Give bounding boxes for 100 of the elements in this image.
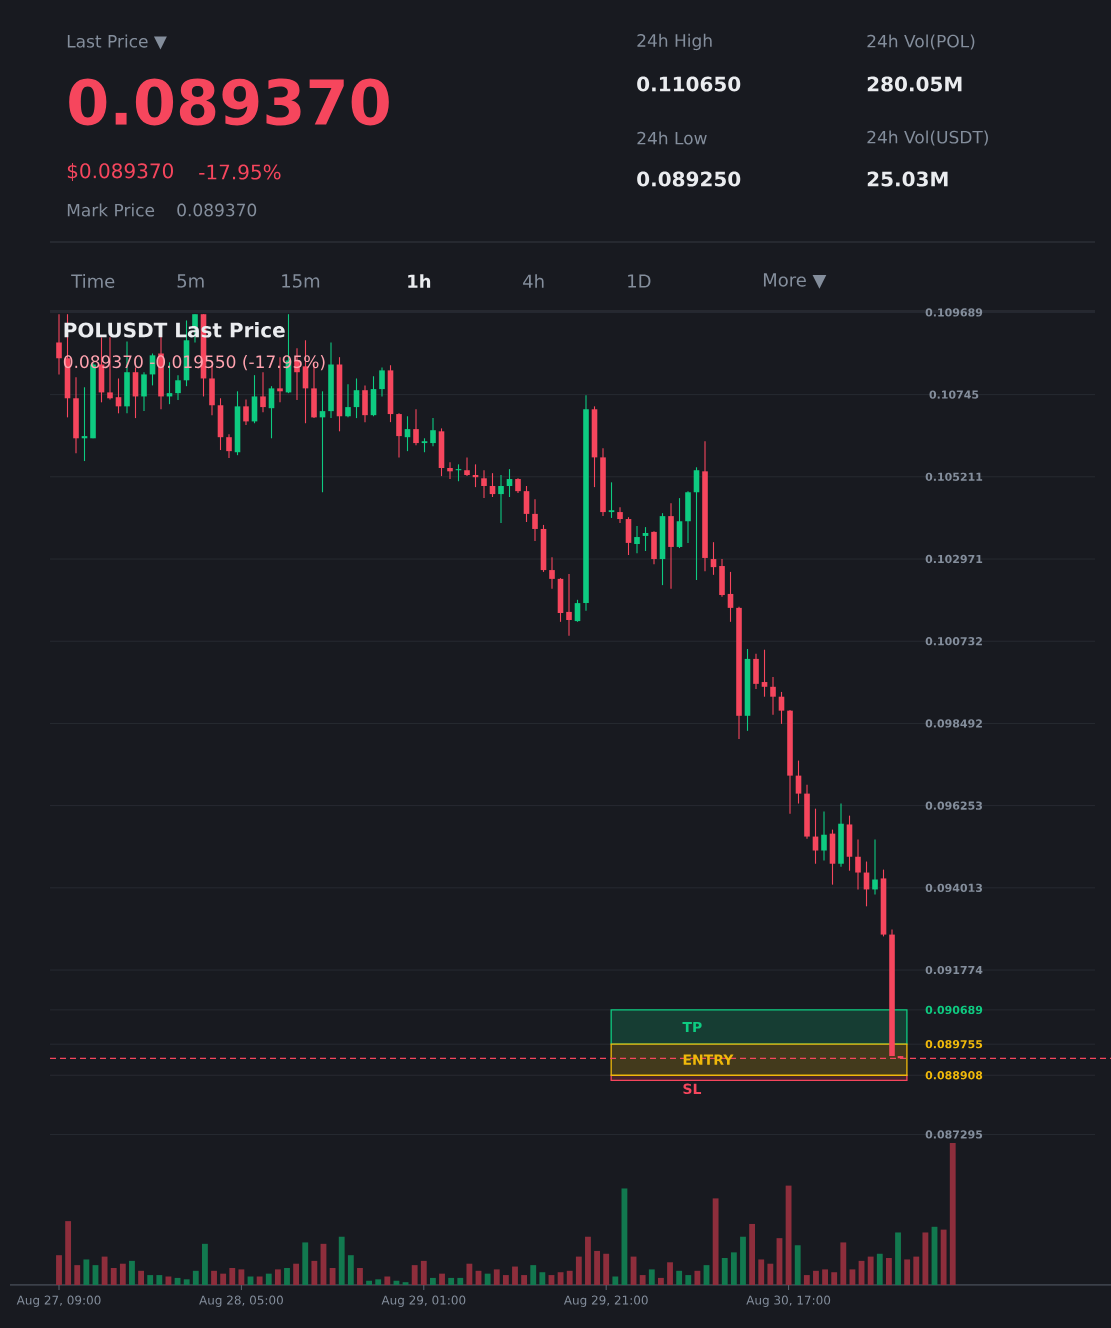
bar [347, 1255, 354, 1286]
bar [247, 1276, 254, 1286]
bar [594, 1250, 600, 1286]
bar [585, 1236, 591, 1286]
x-tick-label: Aug 29, 01:00 [381, 1295, 466, 1307]
candlestick [175, 374, 181, 401]
bar [794, 1245, 801, 1286]
bar [83, 1259, 90, 1286]
candlestick [625, 516, 632, 556]
text: 0.089370 [69, 78, 389, 126]
bar [566, 1270, 573, 1286]
x-tick-label: Aug 27, 09:00 [16, 1295, 101, 1307]
text: 24h Vol(POL) [867, 34, 975, 50]
bar [767, 1263, 774, 1286]
candlestick [821, 811, 827, 861]
candlestick [761, 649, 768, 698]
y-tick-label: 0.100732 [925, 637, 982, 646]
bar [885, 1258, 892, 1286]
bar [256, 1276, 263, 1286]
band-label: TP [682, 1021, 702, 1033]
bar [813, 1270, 819, 1286]
y-tick-label: 0.109689 [925, 308, 983, 317]
candlestick [642, 526, 649, 552]
bar [803, 1275, 810, 1286]
candlestick [481, 469, 487, 499]
candlestick [260, 371, 266, 413]
candlestick [243, 398, 249, 426]
candlestick [634, 525, 640, 554]
bar [375, 1279, 382, 1286]
candlestick [413, 408, 419, 446]
bar [575, 1256, 582, 1286]
bar [357, 1267, 363, 1286]
text: 24h Vol(USDT) [867, 130, 988, 146]
y-tick-label: 0.087295 [925, 1130, 983, 1139]
bar [56, 1255, 62, 1286]
bar [129, 1260, 135, 1286]
bar [530, 1265, 537, 1286]
bar [512, 1266, 518, 1286]
bar [667, 1262, 673, 1286]
y-tick-label: 0.098492 [925, 719, 982, 728]
y-tick-label: 0.102971 [925, 554, 983, 564]
bar [521, 1275, 528, 1286]
x-tick-label: Aug 28, 05:00 [199, 1295, 283, 1307]
candlestick [396, 412, 402, 458]
bar [429, 1277, 436, 1286]
bar [785, 1185, 792, 1286]
candlestick [464, 456, 470, 477]
bar [229, 1267, 236, 1286]
candlestick [523, 485, 530, 523]
text: 0.110650 [637, 76, 741, 92]
text: 24h High [637, 33, 712, 51]
bar [557, 1272, 564, 1286]
bar [876, 1253, 883, 1286]
bar [448, 1277, 455, 1286]
candlestick [566, 573, 572, 637]
bar [384, 1276, 391, 1286]
bar [202, 1243, 208, 1286]
bar [867, 1256, 874, 1286]
candlestick [430, 417, 436, 447]
y-tick-label: 0.105211 [925, 472, 983, 481]
candlestick [812, 808, 819, 865]
band-label: SL [683, 1083, 702, 1095]
bar [904, 1259, 911, 1286]
candlestick [549, 556, 555, 590]
bar [420, 1260, 427, 1286]
bar [439, 1273, 445, 1286]
text: 280.05M [867, 76, 962, 92]
candlestick [617, 506, 623, 524]
candlestick [268, 385, 275, 439]
bar [192, 1270, 199, 1286]
bar [676, 1270, 683, 1286]
bar [274, 1269, 281, 1286]
bar [639, 1275, 646, 1286]
bar [648, 1269, 655, 1286]
candlestick [770, 676, 776, 716]
candlestick [447, 461, 453, 480]
bar [685, 1275, 692, 1286]
x-tick-label: Aug 30, 17:00 [746, 1295, 831, 1307]
bar [466, 1263, 473, 1286]
y-tick-label: 0.091774 [925, 965, 983, 975]
bar [913, 1256, 920, 1286]
bar [302, 1242, 309, 1286]
bar [411, 1265, 418, 1286]
bar [183, 1279, 190, 1286]
bar [612, 1276, 619, 1286]
text: More ▼ [763, 273, 827, 289]
bar [603, 1253, 610, 1286]
text: 25.03M [867, 171, 948, 187]
text: 5m [177, 274, 204, 288]
y-tick-label: 0.090689 [925, 1005, 983, 1015]
bar [101, 1256, 108, 1286]
bar [730, 1252, 737, 1286]
bar [329, 1267, 336, 1286]
text: 15m [282, 274, 320, 288]
candlestick [855, 838, 861, 890]
bar [484, 1273, 491, 1286]
bar [165, 1276, 172, 1286]
bar [657, 1277, 664, 1286]
text: 24h Low [637, 131, 707, 145]
bar [502, 1275, 509, 1286]
